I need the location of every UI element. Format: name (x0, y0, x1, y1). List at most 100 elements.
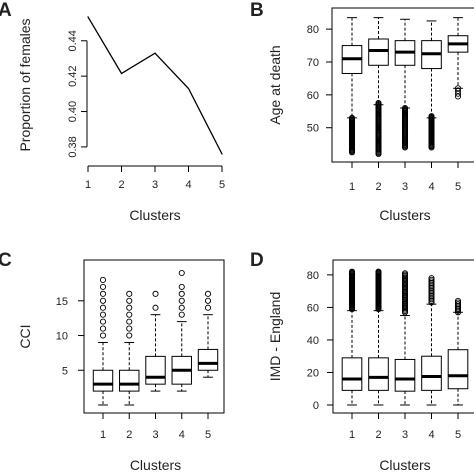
panel-a-series-line (87, 16, 223, 155)
panel-d-x-tick-label: 4 (428, 429, 434, 441)
panel-d-outlier-point (428, 278, 435, 285)
panel-d-outlier-point (454, 301, 462, 308)
panel-d-y-tick-label: 0 (313, 400, 319, 412)
panel-d-outlier-point (454, 297, 462, 304)
panel-c-outlier-point (99, 283, 107, 290)
panel-d-outlier-point (375, 268, 382, 275)
panel-c-outlier-point (126, 290, 133, 297)
panel-d-box (368, 357, 389, 391)
panel-b-y-tick-label: 60 (307, 90, 319, 102)
panel-d-outlier-point (428, 275, 435, 282)
panel-c-outlier-point (99, 276, 107, 283)
panel-a-y-tick-label: 0.40 (67, 101, 79, 122)
panel-b-plot-frame (331, 7, 474, 163)
panel-c-x-tick-label: 2 (126, 429, 132, 441)
panel-c-x-tick-label: 1 (100, 429, 106, 441)
panel-d-box (394, 358, 416, 392)
panel-c-outlier-point (152, 290, 159, 297)
panel-c-x-tick-label: 4 (179, 429, 185, 441)
panel-b-outlier-point (454, 85, 462, 92)
panel-d-box (341, 357, 363, 391)
panel-d-x-tick-label: 2 (375, 429, 381, 441)
panel-a-y-axis-title: Proportion of females (17, 18, 33, 151)
panel-b-x-tick-label: 1 (349, 181, 355, 193)
panel-d-x-tick-label: 3 (402, 429, 408, 441)
panel-d-outlier-point (454, 299, 462, 306)
panel-c-box (92, 369, 114, 392)
panel-a-y-tick-label: 0.42 (67, 65, 79, 86)
panel-c-outlier-point (99, 318, 107, 325)
panel-a-data-point (187, 87, 190, 90)
panel-b-letter: B (250, 0, 264, 21)
panel-c-outlier-point (204, 290, 212, 297)
panel-c-outlier-point (204, 297, 212, 304)
panel-b-y-tick-label: 70 (307, 57, 319, 69)
panel-c-outlier-point (178, 290, 185, 297)
panel-c-outlier-point (99, 325, 107, 332)
panel-b-x-tick-label: 3 (402, 181, 408, 193)
panel-c-outlier-point (126, 325, 133, 332)
panel-d-box (447, 349, 469, 390)
panel-b-x-tick-label: 5 (455, 181, 461, 193)
panel-a-x-tick-label: 4 (185, 179, 191, 191)
panel-d-outlier-point (348, 268, 356, 275)
panel-c-outlier-point (126, 304, 133, 311)
panel-c-y-tick-label: 15 (56, 296, 68, 308)
panel-b-outlier-point (375, 100, 382, 107)
panel-d-y-tick-label: 60 (307, 302, 319, 314)
panel-c-outlier-point (126, 311, 133, 318)
panel-b-x-tick-label: 2 (375, 181, 381, 193)
panel-c-x-tick-label: 5 (205, 429, 211, 441)
panel-c-outlier-point (99, 311, 107, 318)
panel-d-letter: D (250, 250, 264, 271)
panel-b-y-tick-label: 50 (307, 123, 319, 135)
panel-a-y-tick-label: 0.38 (67, 136, 79, 157)
panel-b-x-axis-title: Clusters (379, 207, 430, 223)
panel-a-y-tick-label: 0.44 (67, 30, 79, 51)
panel-c-outlier-point (178, 297, 185, 304)
panel-c-outlier-point (178, 283, 185, 290)
panel-d-outlier-point (401, 270, 409, 277)
panel-d-plot-frame (332, 259, 474, 414)
panel-a-data-point (221, 153, 223, 155)
panel-b-outlier-point (401, 104, 409, 112)
panel-c-y-tick-label: 5 (62, 365, 68, 377)
panel-a-x-tick-label: 3 (152, 179, 158, 191)
panel-b-outlier-point (348, 114, 356, 121)
panel-a-x-axis-title: Clusters (129, 207, 180, 223)
panel-c-outlier-point (99, 332, 107, 339)
panel-c-x-axis-title: Clusters (130, 457, 181, 473)
panel-a-letter: A (0, 0, 12, 21)
panel-d-y-axis-title: IMD - England (267, 292, 283, 381)
panel-d-x-tick-label: 5 (455, 429, 461, 441)
panel-b-outlier-point (454, 87, 462, 95)
panel-c-box (119, 369, 140, 392)
panel-c-outlier-point (178, 304, 185, 311)
panel-b-y-tick-label: 80 (307, 24, 319, 36)
panel-d-box (421, 355, 442, 391)
panel-c-outlier-point (178, 311, 185, 318)
panel-d-x-axis-title: Clusters (379, 457, 430, 473)
panel-d-y-tick-label: 40 (307, 335, 319, 347)
panel-c-outlier-point (126, 318, 133, 325)
panel-b-x-tick-label: 4 (428, 181, 434, 193)
panel-c-outlier-point (99, 304, 107, 311)
panel-c-x-tick-label: 3 (152, 429, 158, 441)
panel-a-x-tick-label: 1 (85, 179, 91, 191)
panel-d-outlier-point (428, 276, 435, 283)
panel-c-outlier-point (178, 269, 185, 277)
panel-b-y-axis-title: Age at death (267, 45, 283, 124)
panel-a-data-point (120, 72, 123, 75)
panel-c-box (197, 348, 219, 371)
panel-c-plot-frame (83, 259, 225, 414)
panel-c-box (145, 355, 166, 385)
panel-c-outlier-point (99, 297, 107, 304)
panel-d-y-tick-label: 80 (307, 270, 319, 282)
panel-c-y-axis-title: CCI (17, 324, 33, 348)
panel-c-outlier-point (99, 290, 107, 297)
panel-a-data-point (154, 52, 156, 54)
panel-a-x-tick-label: 2 (118, 179, 124, 191)
panel-c-outlier-point (152, 304, 159, 311)
panel-c-y-tick-label: 10 (56, 331, 68, 343)
panel-d-y-tick-label: 20 (307, 367, 319, 379)
